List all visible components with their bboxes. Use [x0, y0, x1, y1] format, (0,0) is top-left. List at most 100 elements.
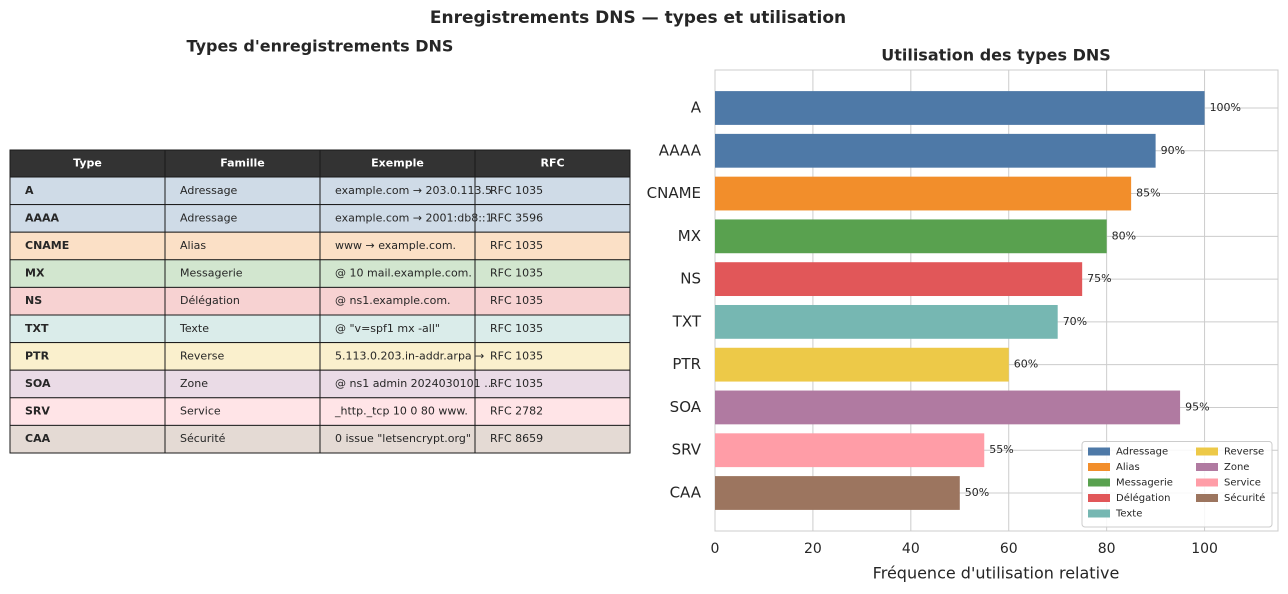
table-cell-tint: [10, 425, 165, 453]
y-tick-label: CAA: [670, 484, 702, 502]
table-cell-text: RFC 1035: [490, 294, 543, 307]
table-cell-text: @ 10 mail.example.com.: [335, 267, 472, 280]
table-cell-text: RFC 1035: [490, 377, 543, 390]
table-cell-text: example.com → 203.0.113.5: [335, 184, 492, 197]
x-tick-label: 60: [1000, 541, 1018, 557]
y-tick-label: MX: [678, 227, 701, 245]
table-cell-tint: [475, 260, 630, 287]
table-cell-text: MX: [25, 267, 45, 280]
legend-label: Texte: [1115, 509, 1142, 520]
x-tick-label: 40: [902, 541, 920, 557]
legend-label: Délégation: [1116, 492, 1170, 504]
table-cell: [164, 259, 321, 288]
table-cell-text: Sécurité: [180, 432, 226, 445]
bar: [715, 91, 1205, 125]
table-cell: [474, 397, 631, 426]
table-cell-tint: [10, 205, 165, 232]
table-cell-tint: [475, 177, 630, 205]
table-cell-tint: [10, 260, 165, 287]
y-tick-label: PTR: [672, 355, 701, 373]
table-cell-text: RFC 3596: [490, 211, 543, 224]
legend-label: Alias: [1116, 462, 1140, 473]
table-cell-text: RFC 2782: [490, 405, 543, 418]
y-tick-label: SOA: [670, 398, 702, 416]
table-cell-tint: [165, 205, 320, 232]
table-cell-text: RFC 1035: [490, 184, 543, 197]
table-cell-text: SOA: [25, 377, 51, 390]
table-cell: [164, 424, 321, 454]
value-label: 95%: [1185, 400, 1209, 413]
table-cell-text: www → example.com.: [335, 239, 456, 252]
y-tick-label: A: [691, 99, 702, 117]
table-cell-tint: [165, 177, 320, 205]
table-cell: [164, 204, 321, 233]
legend-swatch: [1196, 463, 1218, 471]
table-header-cell: [319, 149, 476, 178]
x-axis-label: Fréquence d'utilisation relative: [873, 564, 1120, 583]
table-cell-tint: [320, 232, 475, 260]
table-cell-tint: [475, 287, 630, 315]
value-label: 60%: [1014, 358, 1038, 371]
table-cell-tint: [475, 398, 630, 425]
table-cell-tint: [475, 425, 630, 453]
legend-swatch: [1196, 478, 1218, 487]
table-cell: [319, 286, 476, 316]
table-cell-tint: [475, 315, 630, 343]
x-tick-label: 80: [1098, 541, 1116, 557]
value-label: 50%: [965, 486, 989, 499]
legend-label: Adressage: [1116, 447, 1168, 458]
y-tick-label: SRV: [672, 441, 702, 459]
bar: [715, 390, 1181, 425]
table-cell-tint: [10, 315, 165, 343]
table-cell-tint: [475, 205, 630, 232]
table-cell: [164, 176, 321, 206]
table-cell-tint: [475, 343, 630, 370]
chart-title: Utilisation des types DNS: [881, 46, 1111, 65]
table-cell-text: Zone: [180, 377, 208, 390]
table-cell: [474, 342, 631, 371]
table-cell: [474, 314, 631, 344]
bar: [715, 262, 1083, 297]
table-cell-tint: [320, 398, 475, 425]
bar: [715, 304, 1058, 339]
table-header-cell: [474, 149, 631, 178]
table-cell-text: Alias: [180, 239, 206, 252]
table-cell: [9, 231, 166, 261]
figure-title: Enregistrements DNS — types et utilisati…: [430, 8, 846, 28]
table-cell-tint: [165, 370, 320, 398]
table-cell: [474, 176, 631, 206]
table-cell-text: RFC 8659: [490, 432, 543, 445]
table-cell-tint: [320, 425, 475, 453]
table-cell-tint: [320, 260, 475, 287]
table-cell-text: RFC 1035: [490, 349, 543, 362]
table-cell-text: _http._tcp 10 0 80 www.: [334, 405, 468, 418]
legend-box: [1081, 441, 1273, 528]
legend-swatch: [1196, 447, 1218, 456]
legend-swatch: [1088, 509, 1110, 518]
legend-label: Zone: [1224, 462, 1249, 473]
table-cell: [319, 424, 476, 454]
table-cell-tint: [10, 370, 165, 398]
table-cell-tint: [165, 343, 320, 370]
legend-swatch: [1088, 478, 1110, 487]
legend-swatch: [1088, 463, 1110, 471]
y-tick-label: NS: [680, 270, 701, 288]
table-cell-tint: [10, 232, 165, 260]
table-cell-text: Adressage: [180, 184, 238, 197]
table-cell-tint: [165, 315, 320, 343]
table-header-text: Famille: [220, 157, 265, 170]
legend-label: Service: [1224, 478, 1261, 489]
table-cell: [164, 314, 321, 344]
x-tick-label: 20: [804, 541, 822, 557]
table-cell-text: NS: [25, 294, 42, 307]
table-cell-tint: [165, 398, 320, 425]
table-cell: [319, 314, 476, 344]
table-cell-tint: [475, 370, 630, 398]
value-label: 70%: [1063, 315, 1087, 328]
table-cell-tint: [320, 177, 475, 205]
table-cell-text: 0 issue "letsencrypt.org": [335, 432, 471, 445]
table-cell-tint: [165, 287, 320, 315]
value-label: 85%: [1136, 187, 1160, 200]
table-cell-text: Service: [180, 405, 221, 418]
